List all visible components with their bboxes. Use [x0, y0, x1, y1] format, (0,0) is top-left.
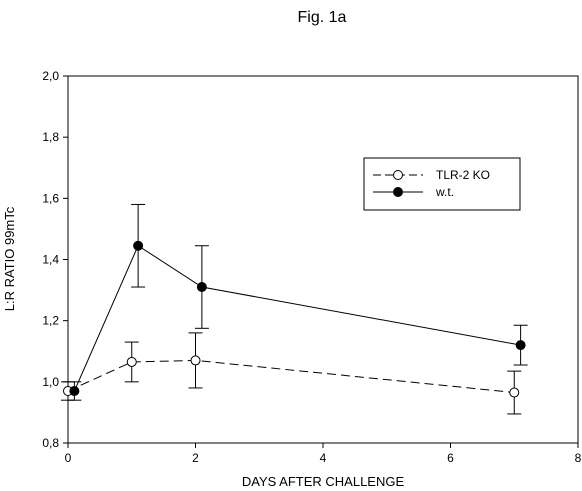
- y-tick-label: 2,0: [42, 69, 59, 83]
- legend-marker-1: [393, 187, 403, 197]
- series-point-1: [69, 386, 80, 397]
- x-tick-label: 2: [192, 451, 199, 465]
- y-axis-title: L:R RATIO 99mTc: [2, 206, 17, 311]
- legend-label-1: w.t.: [435, 185, 454, 199]
- x-axis-title: DAYS AFTER CHALLENGE: [242, 474, 405, 489]
- legend-label-0: TLR-2 KO: [436, 168, 490, 182]
- y-tick-label: 1,4: [42, 253, 59, 267]
- series-point-0: [126, 356, 137, 367]
- y-tick-label: 1,6: [42, 191, 59, 205]
- series-line-0: [67, 359, 515, 393]
- y-tick-label: 0,8: [42, 436, 59, 450]
- x-tick-label: 4: [320, 451, 327, 465]
- y-tick-label: 1,8: [42, 130, 59, 144]
- series-point-0: [509, 387, 520, 398]
- x-tick-label: 0: [65, 451, 72, 465]
- series-point-1: [196, 282, 207, 293]
- series-point-1: [133, 240, 144, 251]
- y-tick-label: 1,2: [42, 314, 59, 328]
- series-point-0: [190, 355, 201, 366]
- plot-frame: [67, 75, 579, 444]
- legend-marker-0: [393, 170, 403, 180]
- figure-title: Fig. 1a: [298, 9, 347, 26]
- x-tick-label: 8: [575, 451, 582, 465]
- x-tick-label: 6: [447, 451, 454, 465]
- y-tick-label: 1,0: [42, 375, 59, 389]
- plot-area: 0,8 1,0 1,2 1,4 1,6 1,8 2,0 0 2 4 6 8 TLR-2 KO w.t.: [42, 69, 581, 465]
- series-point-1: [515, 340, 526, 351]
- series-line-1: [73, 244, 521, 392]
- legend-box: [363, 157, 521, 211]
